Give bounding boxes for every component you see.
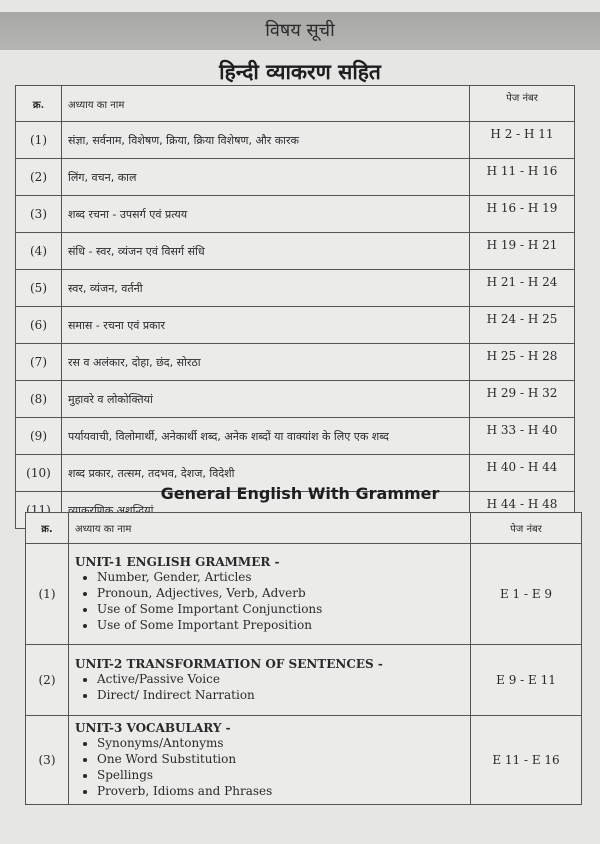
chapter-name: संज्ञा, सर्वनाम, विशेषण, क्रिया, क्रिया …	[61, 121, 470, 159]
table-row: (4) संधि - स्वर, व्यंजन एवं विसर्ग संधि H …	[15, 232, 575, 270]
english-section-heading: General English With Grammer	[160, 484, 440, 503]
table-row: (7) रस व अलंकार, दोहा, छंद, सोरठा H 25 - H…	[15, 343, 575, 381]
page-range: H 29 - H 32	[469, 380, 575, 418]
topic-list: Active/Passive VoiceDirect/ Indirect Nar…	[75, 671, 464, 703]
column-header-number: क्र.	[15, 85, 62, 122]
row-number: (3)	[25, 715, 69, 805]
topic-item: Direct/ Indirect Narration	[97, 687, 464, 703]
chapter-name: मुहावरे व लोकोक्तियां	[61, 380, 470, 418]
topic-list: Synonyms/AntonymsOne Word SubstitutionSp…	[75, 735, 464, 799]
page-range: E 11 - E 16	[470, 715, 582, 805]
topic-item: Active/Passive Voice	[97, 671, 464, 687]
row-number: (7)	[15, 343, 62, 381]
row-number: (3)	[15, 195, 62, 233]
topic-item: Number, Gender, Articles	[97, 569, 464, 585]
page-range: H 16 - H 19	[469, 195, 575, 233]
chapter-name: पर्यायवाची, विलोमार्थी, अनेकार्थी शब्द, …	[61, 417, 470, 455]
page-range: E 1 - E 9	[470, 543, 582, 645]
chapter-details: UNIT-3 VOCABULARY -Synonyms/AntonymsOne …	[68, 715, 471, 805]
column-header-chapter: अध्याय का नाम	[61, 85, 470, 122]
page-range: H 2 - H 11	[469, 121, 575, 159]
column-header-page: पेज नंबर	[469, 85, 575, 122]
column-header-page: पेज नंबर	[470, 512, 582, 544]
row-number: (2)	[15, 158, 62, 196]
table-row: (6) समास - रचना एवं प्रकार H 24 - H 25	[15, 306, 575, 344]
topic-list: Number, Gender, ArticlesPronoun, Adjecti…	[75, 569, 464, 633]
row-number: (6)	[15, 306, 62, 344]
chapter-name: स्वर, व्यंजन, वर्तनी	[61, 269, 470, 307]
table-row: (5) स्वर, व्यंजन, वर्तनी H 21 - H 24	[15, 269, 575, 307]
topic-item: Synonyms/Antonyms	[97, 735, 464, 751]
row-number: (2)	[25, 644, 69, 716]
topic-item: Use of Some Important Preposition	[97, 617, 464, 633]
table-row: (3) शब्द रचना - उपसर्ग एवं प्रत्यय H 16 - …	[15, 195, 575, 233]
topic-item: Use of Some Important Conjunctions	[97, 601, 464, 617]
page-range: H 19 - H 21	[469, 232, 575, 270]
row-number: (8)	[15, 380, 62, 418]
table-row: (2) लिंग, वचन, काल H 11 - H 16	[15, 158, 575, 196]
unit-title: UNIT-1 ENGLISH GRAMMER -	[75, 555, 280, 569]
column-header-chapter: अध्याय का नाम	[68, 512, 471, 544]
row-number: (1)	[15, 121, 62, 159]
chapter-details: UNIT-1 ENGLISH GRAMMER -Number, Gender, …	[68, 543, 471, 645]
topic-item: Spellings	[97, 767, 464, 783]
row-number: (4)	[15, 232, 62, 270]
topic-item: One Word Substitution	[97, 751, 464, 767]
header-band: विषय सूची	[0, 12, 600, 50]
chapter-name: समास - रचना एवं प्रकार	[61, 306, 470, 344]
chapter-name: संधि - स्वर, व्यंजन एवं विसर्ग संधि	[61, 232, 470, 270]
chapter-name: शब्द रचना - उपसर्ग एवं प्रत्यय	[61, 195, 470, 233]
row-number: (1)	[25, 543, 69, 645]
page-range: H 33 - H 40	[469, 417, 575, 455]
row-number: (5)	[15, 269, 62, 307]
table-header-row: क्र. अध्याय का नाम पेज नंबर	[25, 512, 582, 544]
chapter-name: लिंग, वचन, काल	[61, 158, 470, 196]
page-range: E 9 - E 11	[470, 644, 582, 716]
hindi-section-heading: हिन्दी व्याकरण सहित	[219, 59, 381, 84]
chapter-name: शब्द प्रकार, तत्सम, तदभव, देशज, विदेशी	[61, 454, 470, 492]
table-row: (2)UNIT-2 TRANSFORMATION OF SENTENCES -A…	[25, 644, 582, 716]
page-range: H 21 - H 24	[469, 269, 575, 307]
table-row: (8) मुहावरे व लोकोक्तियां H 29 - H 32	[15, 380, 575, 418]
table-row: (3)UNIT-3 VOCABULARY -Synonyms/AntonymsO…	[25, 715, 582, 805]
unit-title: UNIT-2 TRANSFORMATION OF SENTENCES -	[75, 657, 383, 671]
page-title: विषय सूची	[265, 20, 335, 41]
page-range: H 25 - H 28	[469, 343, 575, 381]
row-number: (9)	[15, 417, 62, 455]
topic-item: Pronoun, Adjectives, Verb, Adverb	[97, 585, 464, 601]
page-range: H 24 - H 25	[469, 306, 575, 344]
chapter-name: रस व अलंकार, दोहा, छंद, सोरठा	[61, 343, 470, 381]
chapter-details: UNIT-2 TRANSFORMATION OF SENTENCES -Acti…	[68, 644, 471, 716]
table-row: (10) शब्द प्रकार, तत्सम, तदभव, देशज, विदे…	[15, 454, 575, 492]
english-contents-table: क्र. अध्याय का नाम पेज नंबर (1) UNIT-1 EN…	[25, 512, 582, 805]
hindi-contents-table: क्र. अध्याय का नाम पेज नंबर (1) संज्ञा, स…	[15, 85, 575, 529]
column-header-number: क्र.	[25, 512, 69, 544]
table-row: (1) संज्ञा, सर्वनाम, विशेषण, क्रिया, क्रि…	[15, 121, 575, 159]
topic-item: Proverb, Idioms and Phrases	[97, 783, 464, 799]
unit-title: UNIT-3 VOCABULARY -	[75, 721, 231, 735]
table-header-row: क्र. अध्याय का नाम पेज नंबर	[15, 85, 575, 122]
table-row: (9) पर्यायवाची, विलोमार्थी, अनेकार्थी शब्…	[15, 417, 575, 455]
table-row: (1)UNIT-1 ENGLISH GRAMMER -Number, Gende…	[25, 543, 582, 645]
page-range: H 11 - H 16	[469, 158, 575, 196]
row-number: (10)	[15, 454, 62, 492]
